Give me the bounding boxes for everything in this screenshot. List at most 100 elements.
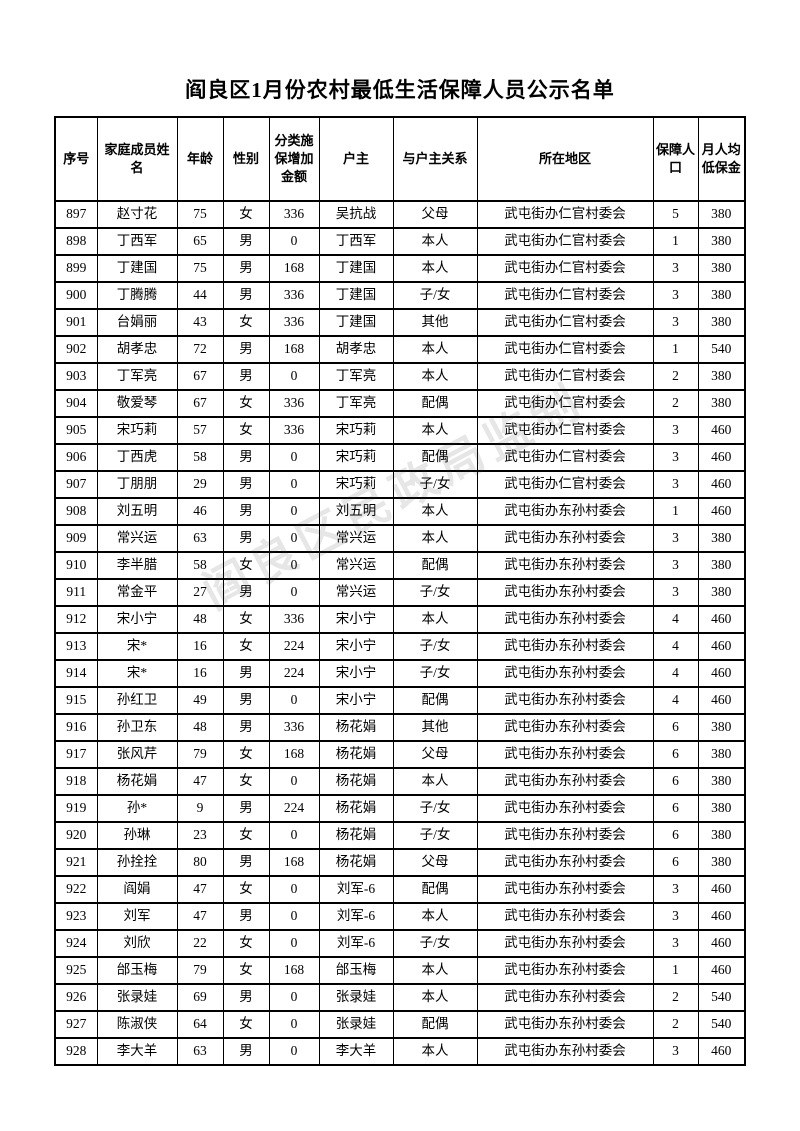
table-cell: 武屯街办东孙村委会 <box>476 875 654 904</box>
table-cell: 敬爱琴 <box>96 389 178 418</box>
column-header: 分类施保增加金额 <box>268 116 320 202</box>
table-cell: 男 <box>222 335 270 364</box>
table-cell: 909 <box>54 524 98 553</box>
table-cell: 武屯街办东孙村委会 <box>476 713 654 742</box>
table-cell: 905 <box>54 416 98 445</box>
table-cell: 63 <box>176 524 224 553</box>
table-cell: 男 <box>222 470 270 499</box>
table-cell: 0 <box>268 902 320 931</box>
table-cell: 女 <box>222 767 270 796</box>
table-row: 923 刘军 47 男 0 刘军-6 本人 武屯街办东孙村委会 3 460 <box>54 902 746 931</box>
table-cell: 3 <box>652 551 699 580</box>
table-cell: 女 <box>222 605 270 634</box>
table-cell: 杨花娟 <box>318 740 394 769</box>
table-cell: 922 <box>54 875 98 904</box>
column-header: 月人均低保金 <box>697 116 746 202</box>
table-cell: 杨花娟 <box>318 821 394 850</box>
table-cell: 子/女 <box>392 821 478 850</box>
table-row: 910 李半腊 58 女 0 常兴运 配偶 武屯街办东孙村委会 3 380 <box>54 551 746 580</box>
table-cell: 丁朋朋 <box>96 470 178 499</box>
table-cell: 0 <box>268 578 320 607</box>
table-cell: 常兴运 <box>96 524 178 553</box>
table-cell: 杨花娟 <box>318 794 394 823</box>
table-cell: 宋巧莉 <box>96 416 178 445</box>
table-cell: 子/女 <box>392 578 478 607</box>
table-cell: 3 <box>652 281 699 310</box>
table-cell: 380 <box>697 821 746 850</box>
table-cell: 901 <box>54 308 98 337</box>
table-cell: 58 <box>176 443 224 472</box>
table-cell: 380 <box>697 227 746 256</box>
table-cell: 924 <box>54 929 98 958</box>
table-cell: 57 <box>176 416 224 445</box>
table-cell: 丁西军 <box>96 227 178 256</box>
table-cell: 男 <box>222 902 270 931</box>
table-cell: 917 <box>54 740 98 769</box>
column-header: 与户主关系 <box>392 116 478 202</box>
table-cell: 0 <box>268 524 320 553</box>
table-cell: 子/女 <box>392 659 478 688</box>
column-header: 年龄 <box>176 116 224 202</box>
table-cell: 胡孝忠 <box>96 335 178 364</box>
table-cell: 女 <box>222 416 270 445</box>
table-cell: 女 <box>222 632 270 661</box>
table-cell: 898 <box>54 227 98 256</box>
table-cell: 刘军-6 <box>318 902 394 931</box>
table-cell: 张录娃 <box>318 983 394 1012</box>
table-cell: 武屯街办仁官村委会 <box>476 200 654 229</box>
table-cell: 邰玉梅 <box>96 956 178 985</box>
table-row: 900 丁腾腾 44 男 336 丁建国 子/女 武屯街办仁官村委会 3 380 <box>54 281 746 310</box>
table-cell: 3 <box>652 443 699 472</box>
roster-table: 序号 家庭成员姓名 年龄 性别 分类施保增加金额 户主 与户主关系 所在地区 保障人口 月人均低保… <box>54 116 746 1066</box>
table-row: 897 赵寸花 75 女 336 吴抗战 父母 武屯街办仁官村委会 5 380 <box>54 200 746 229</box>
table-cell: 58 <box>176 551 224 580</box>
table-cell: 女 <box>222 929 270 958</box>
table-cell: 本人 <box>392 254 478 283</box>
table-cell: 2 <box>652 389 699 418</box>
table-cell: 武屯街办仁官村委会 <box>476 254 654 283</box>
table-cell: 336 <box>268 416 320 445</box>
table-cell: 丁西军 <box>318 227 394 256</box>
table-cell: 46 <box>176 497 224 526</box>
table-row: 903 丁军亮 67 男 0 丁军亮 本人 武屯街办仁官村委会 2 380 <box>54 362 746 391</box>
table-cell: 台娟丽 <box>96 308 178 337</box>
table-cell: 本人 <box>392 227 478 256</box>
table-cell: 杨花娟 <box>318 713 394 742</box>
table-cell: 911 <box>54 578 98 607</box>
table-cell: 915 <box>54 686 98 715</box>
table-cell: 336 <box>268 200 320 229</box>
table-row: 924 刘欣 22 女 0 刘军-6 子/女 武屯街办东孙村委会 3 460 <box>54 929 746 958</box>
table-cell: 孙琳 <box>96 821 178 850</box>
table-cell: 李大羊 <box>318 1037 394 1066</box>
table-cell: 本人 <box>392 497 478 526</box>
table-cell: 武屯街办仁官村委会 <box>476 389 654 418</box>
table-row: 915 孙红卫 49 男 0 宋小宁 配偶 武屯街办东孙村委会 4 460 <box>54 686 746 715</box>
table-cell: 武屯街办东孙村委会 <box>476 686 654 715</box>
table-cell: 张录娃 <box>318 1010 394 1039</box>
table-cell: 4 <box>652 605 699 634</box>
table-cell: 配偶 <box>392 875 478 904</box>
page-title: 阎良区1月份农村最低生活保障人员公示名单 <box>185 78 615 102</box>
table-cell: 宋* <box>96 632 178 661</box>
table-cell: 宋小宁 <box>96 605 178 634</box>
table-cell: 168 <box>268 848 320 877</box>
table-cell: 460 <box>697 416 746 445</box>
table-cell: 丁西虎 <box>96 443 178 472</box>
table-cell: 男 <box>222 659 270 688</box>
table-cell: 男 <box>222 227 270 256</box>
table-cell: 孙红卫 <box>96 686 178 715</box>
table-cell: 本人 <box>392 902 478 931</box>
table-cell: 常兴运 <box>318 578 394 607</box>
table-cell: 380 <box>697 254 746 283</box>
table-cell: 0 <box>268 821 320 850</box>
table-cell: 武屯街办东孙村委会 <box>476 578 654 607</box>
table-cell: 2 <box>652 362 699 391</box>
table-cell: 配偶 <box>392 443 478 472</box>
table-row: 912 宋小宁 48 女 336 宋小宁 本人 武屯街办东孙村委会 4 460 <box>54 605 746 634</box>
table-cell: 3 <box>652 470 699 499</box>
table-cell: 914 <box>54 659 98 688</box>
table-cell: 3 <box>652 308 699 337</box>
table-cell: 女 <box>222 821 270 850</box>
table-cell: 女 <box>222 956 270 985</box>
table-cell: 897 <box>54 200 98 229</box>
